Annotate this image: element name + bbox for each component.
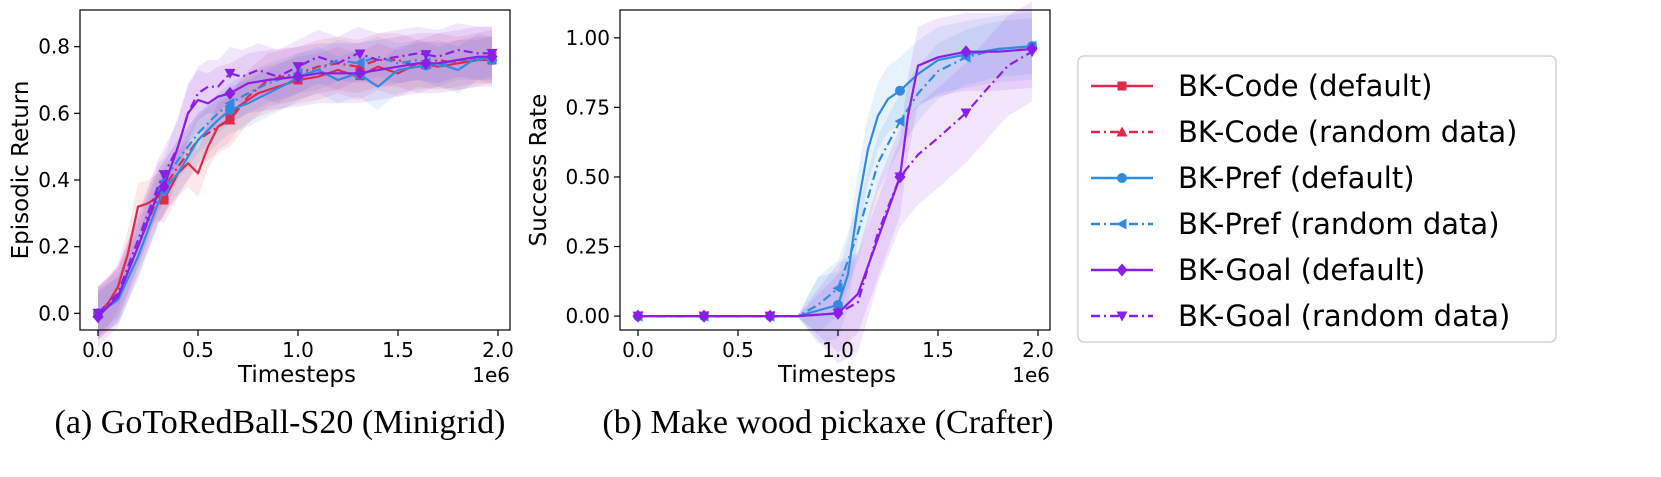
data-point-marker xyxy=(960,45,972,59)
y-tick-label: 0.8 xyxy=(38,35,70,59)
data-point-marker xyxy=(632,311,644,322)
x-tick-label: 1.0 xyxy=(282,338,314,362)
legend-item: BK-Pref (default) xyxy=(1091,161,1415,195)
y-tick-label: 0.75 xyxy=(565,95,610,119)
x-axis-label: Timesteps xyxy=(777,362,896,388)
x-tick-label: 2.0 xyxy=(482,338,514,362)
data-point-marker xyxy=(224,114,236,125)
data-point-marker xyxy=(832,308,844,319)
confidence-bands xyxy=(98,23,492,347)
confidence-band xyxy=(638,18,1032,333)
legend-frame xyxy=(1077,55,1557,343)
plot-frame xyxy=(79,9,511,331)
series-bk-goal-random-data xyxy=(92,48,498,319)
data-point-marker xyxy=(292,62,304,73)
legend-marker xyxy=(1117,81,1127,91)
y-tick-label: 0.6 xyxy=(38,101,70,125)
x-offset-label: 1e6 xyxy=(1012,363,1050,387)
chart-panel-2: 0.0 0.5 1.0 1.5 2.0 0.00 0.25 0.50 0.75 1.00 Times… xyxy=(526,1,1054,441)
data-point-marker xyxy=(354,57,365,69)
data-point-marker xyxy=(764,311,776,322)
data-point-marker xyxy=(354,66,366,80)
legend-item: BK-Code (default) xyxy=(1091,69,1432,103)
data-point-marker xyxy=(224,68,236,79)
data-point-marker xyxy=(486,48,498,59)
confidence-band xyxy=(638,10,1032,353)
legend-marker xyxy=(1117,173,1127,183)
data-point-marker xyxy=(832,282,843,294)
x-tick-label: 1.0 xyxy=(822,338,854,362)
x-tick-label: 0.0 xyxy=(82,338,114,362)
series-line xyxy=(638,50,1033,318)
legend-label: BK-Code (random data) xyxy=(1178,115,1517,149)
data-point-marker xyxy=(698,311,710,322)
x-tick-label: 2.0 xyxy=(1022,338,1054,362)
data-point-marker xyxy=(158,180,170,194)
chart-panel-1: 0.0 0.5 1.0 1.5 2.0 0.0 0.2 0.4 0.6 0.8 Timesteps 1… xyxy=(8,9,514,441)
data-point-marker xyxy=(158,170,170,181)
data-point-marker xyxy=(292,70,304,84)
data-point-marker xyxy=(224,86,236,100)
data-point-marker xyxy=(894,172,906,183)
confidence-band xyxy=(98,36,492,334)
y-tick-label: 0.4 xyxy=(38,168,70,192)
y-tick-label: 0.00 xyxy=(565,304,610,328)
y-tick-label: 0.2 xyxy=(38,235,70,259)
data-point-marker xyxy=(1026,47,1038,58)
legend-label: BK-Pref (random data) xyxy=(1178,207,1500,241)
x-tick-label: 0.0 xyxy=(622,338,654,362)
y-axis-label: Episodic Return xyxy=(8,81,34,260)
legend-marker xyxy=(1116,218,1127,230)
legend-label: BK-Code (default) xyxy=(1178,69,1432,103)
x-tick-label: 1.5 xyxy=(382,338,414,362)
x-offset-label: 1e6 xyxy=(472,363,510,387)
data-point-marker xyxy=(894,115,905,127)
legend-item: BK-Pref (random data) xyxy=(1091,207,1500,241)
data-point-marker xyxy=(224,97,235,109)
legend-marker xyxy=(1116,126,1128,137)
confidence-band xyxy=(98,26,492,347)
data-point-marker xyxy=(420,50,432,61)
data-point-marker xyxy=(895,85,905,96)
x-tick-label: 0.5 xyxy=(722,338,754,362)
y-tick-label: 0.0 xyxy=(38,301,70,325)
confidence-band xyxy=(638,12,1032,344)
confidence-band xyxy=(98,23,492,341)
confidence-band xyxy=(98,36,492,337)
subfigure-caption: (b) Make wood pickaxe (Crafter) xyxy=(602,404,1053,441)
confidence-band xyxy=(638,1,1032,364)
plot-frame xyxy=(619,9,1051,331)
data-point-marker xyxy=(92,308,104,319)
data-point-marker xyxy=(159,195,169,205)
confidence-bands xyxy=(638,1,1032,364)
legend-item: BK-Goal (default) xyxy=(1091,253,1425,287)
legend-label: BK-Goal (random data) xyxy=(1178,299,1510,333)
y-tick-label: 0.25 xyxy=(565,235,610,259)
data-point-marker xyxy=(833,299,843,310)
x-tick-label: 1.5 xyxy=(922,338,954,362)
y-axis-label: Success Rate xyxy=(526,94,552,247)
series-bk-goal-random-data xyxy=(632,47,1038,322)
y-tick-label: 0.50 xyxy=(565,165,610,189)
legend-marker xyxy=(1116,311,1128,322)
data-point-marker xyxy=(354,49,366,60)
series-line xyxy=(97,48,492,315)
x-axis-label: Timesteps xyxy=(237,362,356,388)
data-point-marker xyxy=(960,108,972,119)
y-tick-label: 1.00 xyxy=(565,26,610,50)
legend-item: BK-Code (random data) xyxy=(1091,115,1517,149)
subfigure-caption: (a) GoToRedBall-S20 (Minigrid) xyxy=(55,404,506,441)
legend-label: BK-Pref (default) xyxy=(1178,161,1415,195)
x-tick-label: 0.5 xyxy=(182,338,214,362)
legend: BK-Code (default) BK-Code (random data) BK… xyxy=(1077,55,1557,343)
legend-item: BK-Goal (random data) xyxy=(1091,299,1510,333)
legend-label: BK-Goal (default) xyxy=(1178,253,1425,287)
legend-marker xyxy=(1116,263,1128,277)
data-point-marker xyxy=(420,56,432,70)
